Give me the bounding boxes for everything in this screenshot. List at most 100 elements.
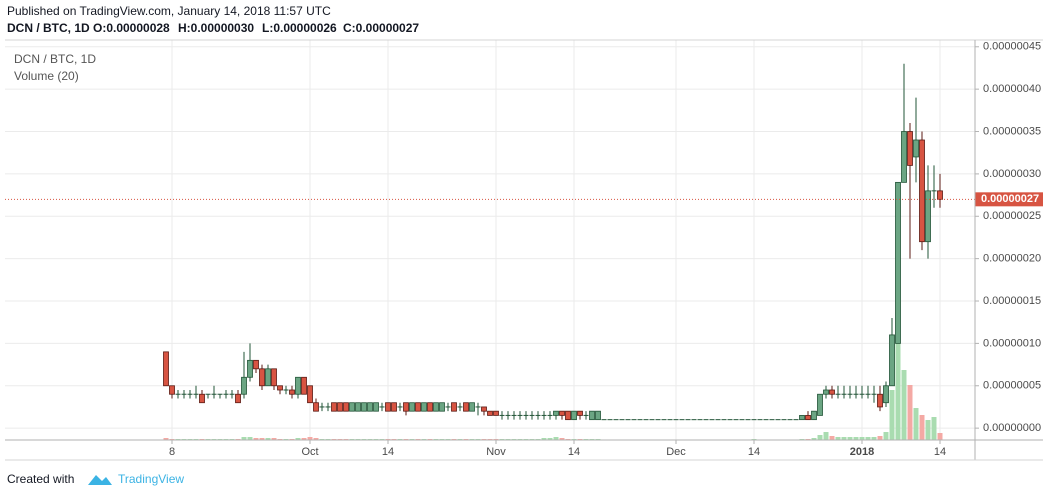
volume-bar: [937, 433, 943, 440]
candle-body: [493, 410, 499, 416]
volume-bar: [295, 438, 301, 440]
volume-bar: [265, 438, 271, 440]
candle-body: [337, 402, 343, 412]
candle-body: [565, 410, 571, 421]
symbol: DCN / BTC, 1D: [7, 21, 90, 35]
volume-bar: [883, 432, 889, 440]
last-price-label: 0.00000027: [981, 193, 1039, 205]
candle-body: [349, 402, 355, 412]
volume-bar: [877, 436, 883, 440]
volume-bar: [931, 417, 937, 440]
candle-body: [355, 402, 361, 412]
y-tick-label: 0.00000020: [983, 253, 1041, 265]
candle-body: [433, 402, 439, 412]
candle-body: [901, 131, 907, 183]
candle-body: [271, 368, 277, 387]
candle-body: [241, 376, 247, 395]
ohlc-open: O:0.00000028: [93, 21, 170, 35]
candle-body: [307, 385, 313, 404]
candle-body: [367, 402, 373, 412]
candle-body: [343, 402, 349, 412]
candle-body: [553, 410, 559, 416]
legend-volume: Volume (20): [14, 69, 79, 83]
volume-bar: [259, 438, 265, 440]
brand[interactable]: TradingView: [118, 472, 184, 486]
volume-bar: [541, 438, 547, 440]
candle-body: [589, 410, 595, 421]
volume-bar: [817, 435, 823, 440]
y-tick-label: 0.00000010: [983, 337, 1041, 349]
candle-body: [385, 402, 391, 412]
volume-bar: [913, 408, 919, 440]
volume-bar: [163, 438, 169, 440]
volume-bar: [853, 437, 859, 440]
x-tick-label: Dec: [666, 446, 686, 458]
candle-body: [805, 415, 811, 421]
candle-body: [277, 385, 283, 391]
candle-body: [925, 190, 931, 243]
candle-body: [577, 410, 583, 416]
plot: 0.00000000 0.00000005 0.00000010 0.00000015…: [5, 40, 1043, 458]
candle-body: [331, 402, 337, 412]
ohlc-low: L:0.00000026: [262, 21, 337, 35]
candle-body: [259, 368, 265, 387]
candle-body: [439, 402, 445, 412]
volume-bar: [907, 385, 913, 440]
candle-body: [883, 385, 889, 404]
candle-body: [361, 402, 367, 412]
candle-body: [487, 410, 493, 416]
candle-body: [415, 402, 421, 412]
candle-body: [919, 139, 925, 243]
x-tick-label: Nov: [486, 446, 506, 458]
candle-body: [877, 393, 883, 408]
y-tick-label: 0.00000030: [983, 168, 1041, 180]
last-price-box: [975, 192, 1043, 207]
y-tick-label: 0.00000045: [983, 41, 1041, 53]
volume-bar: [307, 437, 313, 440]
y-tick-label: 0.00000005: [983, 380, 1041, 392]
candle-body: [937, 190, 943, 200]
candle-body: [373, 402, 379, 412]
volume-bar: [835, 437, 841, 440]
x-tick-label: 14: [748, 446, 760, 458]
volume-bar: [895, 343, 901, 440]
candle-body: [253, 359, 259, 370]
volume-bar: [811, 438, 817, 440]
candle-body: [811, 410, 817, 421]
volume-bar: [547, 438, 553, 440]
candle-body: [469, 402, 475, 412]
candle-body: [895, 181, 901, 344]
volume-bar: [901, 370, 907, 440]
candle-body: [559, 410, 565, 416]
volume-bar: [919, 415, 925, 440]
x-tick-label: 8: [169, 446, 175, 458]
x-tick-label: 14: [382, 446, 394, 458]
volume-bar: [865, 437, 871, 440]
candle-body: [409, 402, 415, 412]
candle-body: [403, 402, 409, 412]
volume-bar: [823, 432, 829, 440]
volume-bar: [829, 436, 835, 440]
candle-body: [421, 402, 427, 412]
volume-bar: [841, 437, 847, 440]
volume-bar: [247, 437, 253, 440]
candle-body: [295, 376, 301, 395]
legend-title: DCN / BTC, 1D: [14, 52, 96, 66]
volume-bar: [271, 438, 277, 440]
candle-body: [481, 406, 487, 412]
candle-body: [199, 393, 205, 404]
volume-bar: [859, 437, 865, 440]
candle-body: [427, 402, 433, 412]
volume-bar: [301, 438, 307, 440]
candle-body: [313, 402, 319, 412]
volume-bar: [253, 438, 259, 440]
candle-body: [829, 389, 835, 395]
y-tick-label: 0.00000000: [983, 422, 1041, 434]
x-tick-label: 14: [568, 446, 580, 458]
brand-icon: [88, 475, 112, 485]
y-tick-label: 0.00000015: [983, 295, 1041, 307]
ohlc-close: C:0.00000027: [343, 21, 419, 35]
